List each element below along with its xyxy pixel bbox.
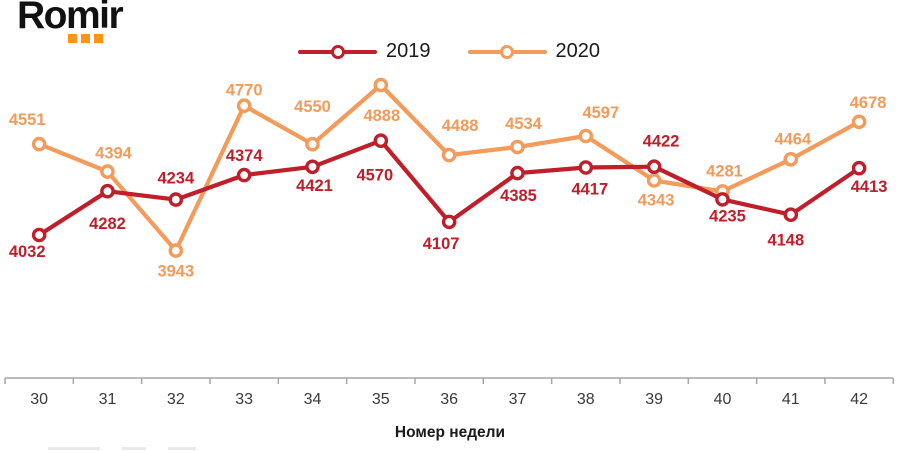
x-axis-tick-label: 34 — [304, 391, 322, 408]
legend-marker-2019 — [330, 45, 345, 59]
data-point-2019 — [236, 167, 252, 183]
chart-legend: 2019 2020 — [298, 41, 600, 63]
data-label-2019: 4235 — [709, 207, 746, 225]
x-axis-tick-label: 38 — [577, 391, 595, 408]
data-label-2020: 4597 — [582, 104, 619, 122]
legend-item-2020: 2020 — [467, 40, 601, 63]
data-point-2019 — [646, 159, 662, 174]
data-label-2019: 4148 — [767, 232, 804, 250]
data-label-2020: 4281 — [706, 162, 743, 180]
data-label-2020: 4550 — [294, 98, 331, 116]
x-axis-title: Номер недели — [394, 424, 506, 441]
x-axis-tick-label: 42 — [850, 391, 868, 408]
x-axis-tick-label: 30 — [30, 391, 48, 408]
data-point-2020 — [168, 243, 184, 258]
data-point-2019 — [31, 227, 47, 243]
data-point-2019 — [441, 214, 457, 230]
legend-label-2020: 2020 — [555, 40, 601, 62]
x-axis-tick-label: 41 — [782, 391, 800, 408]
data-point-2019 — [783, 207, 799, 222]
data-label-2019: 4107 — [423, 235, 460, 253]
x-axis-tick-label: 35 — [372, 391, 390, 408]
data-label-2020: 4678 — [850, 94, 887, 112]
data-label-2020: 4488 — [442, 117, 479, 135]
data-label-2020: 4343 — [638, 192, 675, 210]
data-point-2020 — [578, 128, 594, 144]
data-label-2019: 4570 — [356, 167, 393, 185]
data-label-2019: 4282 — [89, 215, 126, 233]
data-label-2019: 4413 — [851, 178, 888, 196]
x-axis-tick-label: 33 — [235, 391, 253, 408]
data-label-2019: 4385 — [500, 187, 537, 205]
data-label-2020: 4888 — [363, 107, 400, 125]
data-point-2020 — [305, 136, 320, 152]
data-label-2019: 4374 — [226, 147, 264, 165]
x-axis-tick-label: 37 — [509, 391, 527, 408]
data-label-2019: 4421 — [296, 177, 333, 195]
data-point-2020 — [851, 114, 867, 130]
data-point-2020 — [783, 151, 799, 167]
data-point-2020 — [646, 173, 662, 188]
data-label-2019: 4417 — [571, 181, 608, 199]
data-point-2020 — [441, 147, 457, 163]
x-axis-tick-label: 36 — [440, 391, 458, 408]
data-point-2020 — [373, 77, 389, 93]
data-label-2020: 4394 — [95, 145, 133, 163]
legend-line-marker-icon — [298, 45, 377, 59]
data-point-2019 — [851, 160, 867, 176]
romir-logo: Romir — [17, 0, 124, 43]
data-label-2019: 4234 — [157, 170, 195, 188]
legend-marker-2020 — [500, 45, 514, 59]
data-point-2019 — [168, 192, 184, 207]
data-point-2020 — [236, 98, 252, 113]
x-axis-tick-label: 31 — [99, 391, 117, 408]
data-label-2019: 4032 — [9, 243, 46, 261]
x-axis-tick-label: 39 — [645, 391, 663, 408]
data-point-2019 — [578, 160, 594, 175]
data-label-2020: 4770 — [226, 82, 263, 100]
data-point-2019 — [715, 192, 730, 207]
x-axis-tick-label: 40 — [714, 391, 732, 408]
data-point-2020 — [31, 136, 47, 152]
data-label-2019: 4422 — [643, 133, 680, 151]
legend-item-2019: 2019 — [298, 41, 431, 63]
data-point-2019 — [510, 165, 525, 181]
x-axis-tick-label: 32 — [167, 391, 185, 408]
data-point-2019 — [373, 133, 389, 148]
data-point-2019 — [100, 183, 115, 199]
romir-logo-dots-icon — [68, 34, 103, 43]
legend-line-marker-icon — [467, 45, 547, 59]
data-label-2020: 3943 — [157, 263, 194, 281]
romir-logo-text: Romir — [17, 0, 124, 37]
data-label-2020: 4551 — [9, 111, 46, 129]
data-point-2020 — [510, 139, 525, 155]
data-label-2020: 4464 — [774, 130, 812, 148]
legend-label-2019: 2019 — [386, 40, 431, 62]
cutoff-text-fragment — [48, 447, 196, 450]
data-point-2020 — [100, 164, 115, 179]
data-label-2020: 4534 — [505, 115, 543, 133]
data-point-2019 — [305, 159, 320, 175]
